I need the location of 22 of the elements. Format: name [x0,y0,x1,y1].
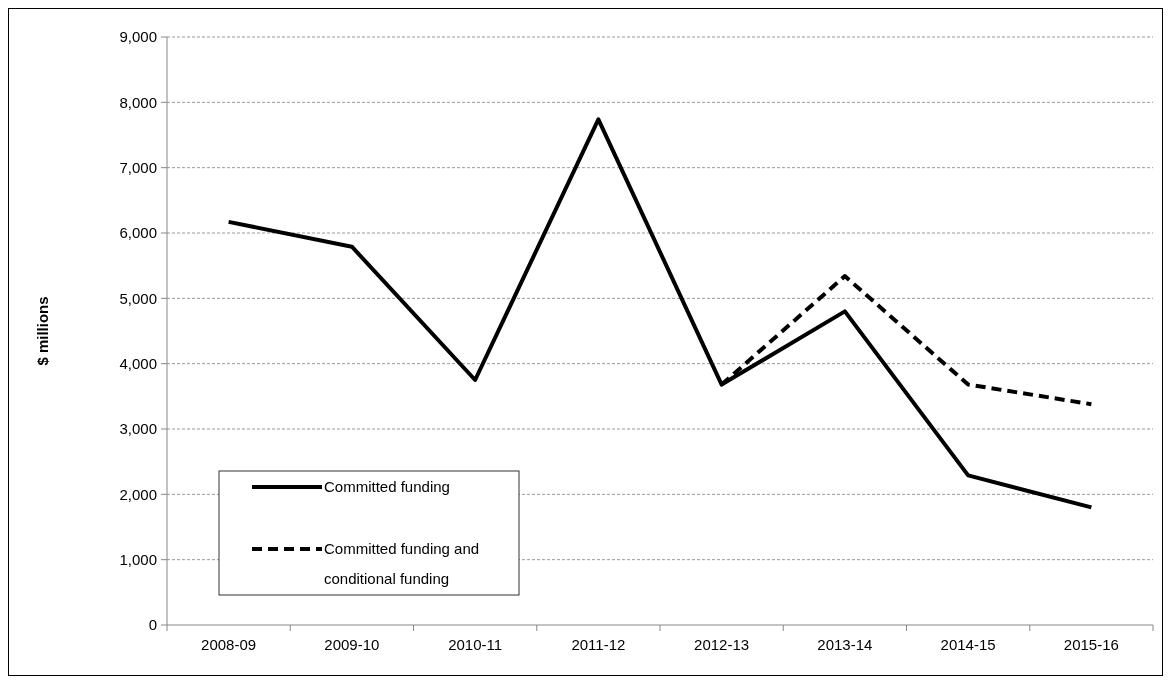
x-tick-label: 2009-10 [324,636,380,653]
x-tick-label: 2014-15 [940,636,996,653]
y-tick-label: 4,000 [119,354,157,372]
x-tick-label: 2012-13 [694,636,750,653]
x-tick-label: 2010-11 [448,636,503,653]
y-tick-label: 8,000 [119,93,157,111]
x-tick-label: 2011-12 [571,636,626,653]
x-tick-label: 2015-16 [1063,636,1119,653]
y-tick-label: 2,000 [119,485,157,503]
y-axis-title: $ millions [34,296,51,366]
y-tick-label: 6,000 [119,224,157,242]
line-series [226,117,1094,510]
x-tick-label: 2013-14 [817,636,873,653]
legend-label: Committed funding [324,478,450,496]
y-tick-label: 7,000 [119,158,157,176]
y-tick-label: 9,000 [119,28,157,46]
y-tick-label: 3,000 [119,420,157,438]
legend-label: Committed funding and conditional funding [324,540,480,588]
x-tick-label: 2008-09 [201,636,257,653]
y-tick-label: 5,000 [119,289,157,307]
y-tick-label: 0 [148,616,157,634]
y-tick-label: 1,000 [119,550,157,568]
